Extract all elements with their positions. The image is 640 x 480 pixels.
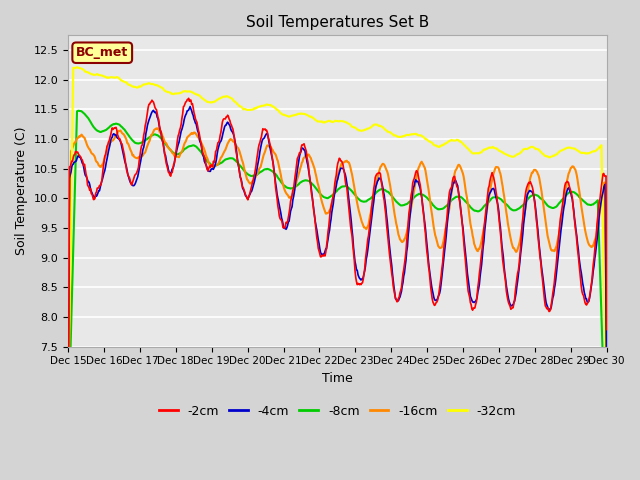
-4cm <box>213 151 221 157</box>
-32cm <box>75 65 83 71</box>
-32cm <box>213 97 221 103</box>
-4cm <box>419 207 427 213</box>
-16cm <box>154 125 162 131</box>
-8cm <box>419 192 427 198</box>
-8cm <box>213 162 221 168</box>
-4cm <box>186 104 194 109</box>
Line: -2cm: -2cm <box>68 98 607 480</box>
-16cm <box>419 161 427 167</box>
Line: -32cm: -32cm <box>68 67 607 445</box>
-8cm <box>64 437 72 443</box>
-16cm <box>603 403 611 408</box>
-2cm <box>64 478 72 480</box>
Y-axis label: Soil Temperature (C): Soil Temperature (C) <box>15 127 28 255</box>
-8cm <box>603 478 611 480</box>
-8cm <box>185 144 193 149</box>
-32cm <box>64 404 72 409</box>
-8cm <box>75 108 83 114</box>
-4cm <box>129 183 137 189</box>
-32cm <box>404 132 412 138</box>
Line: -16cm: -16cm <box>68 128 607 473</box>
-16cm <box>185 133 193 139</box>
Line: -8cm: -8cm <box>68 111 607 480</box>
-8cm <box>404 201 412 206</box>
-8cm <box>130 139 138 144</box>
-2cm <box>129 177 137 183</box>
-16cm <box>129 152 137 158</box>
-4cm <box>603 426 611 432</box>
-4cm <box>64 424 72 430</box>
-2cm <box>185 96 193 101</box>
-32cm <box>603 442 611 448</box>
-2cm <box>603 327 611 333</box>
-2cm <box>404 230 412 236</box>
Title: Soil Temperatures Set B: Soil Temperatures Set B <box>246 15 429 30</box>
-2cm <box>74 149 82 155</box>
Line: -4cm: -4cm <box>68 107 607 429</box>
Legend: -2cm, -4cm, -8cm, -16cm, -32cm: -2cm, -4cm, -8cm, -16cm, -32cm <box>154 400 521 423</box>
-32cm <box>419 134 427 140</box>
X-axis label: Time: Time <box>322 372 353 385</box>
-16cm <box>74 135 82 141</box>
-16cm <box>64 470 72 476</box>
Text: BC_met: BC_met <box>76 46 129 59</box>
-32cm <box>130 84 138 90</box>
-8cm <box>74 108 82 114</box>
-32cm <box>185 89 193 95</box>
-2cm <box>213 144 221 150</box>
-4cm <box>404 243 412 249</box>
-4cm <box>74 154 82 159</box>
-16cm <box>213 162 221 168</box>
-16cm <box>404 226 412 232</box>
-2cm <box>184 96 192 102</box>
-4cm <box>184 108 192 113</box>
-32cm <box>73 64 81 70</box>
-2cm <box>419 209 427 215</box>
